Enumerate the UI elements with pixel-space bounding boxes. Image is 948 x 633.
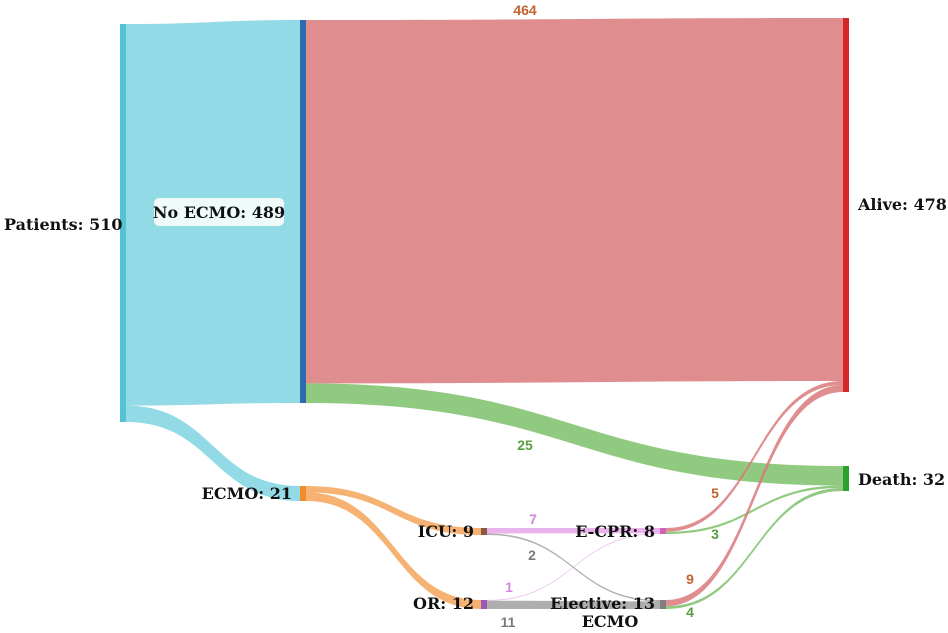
node-bar-icu: [481, 528, 487, 535]
node-label-or: OR: 12: [413, 594, 474, 613]
node-label-elective-line2: ECMO: [582, 612, 639, 631]
link-patients-ecmo: [126, 405, 300, 501]
link-label-ecpr-alive: 5: [711, 485, 719, 501]
link-or-elective: [487, 600, 660, 609]
link-no_ecmo-alive: [306, 18, 843, 384]
node-label-ecpr: E-CPR: 8: [575, 522, 655, 541]
link-label-no_ecmo-alive: 464: [513, 2, 537, 18]
node-label-bg-no_ecmo: [154, 198, 284, 226]
node-bar-or: [481, 600, 487, 609]
node-bar-no_ecmo: [300, 20, 306, 403]
node-bar-ecpr: [660, 528, 666, 534]
link-label-elective-death: 4: [686, 604, 694, 620]
link-label-or-elective: 11: [501, 614, 516, 630]
node-label-icu: ICU: 9: [418, 522, 474, 541]
link-label-icu-ecpr: 7: [529, 511, 537, 527]
link-label-no_ecmo-death: 25: [517, 437, 533, 453]
node-label-elective: Elective: 13: [550, 594, 655, 613]
nodes-layer: [120, 18, 849, 609]
link-ecmo-or: [306, 492, 481, 609]
node-label-death: Death: 32: [858, 470, 945, 489]
link-label-icu-elective: 2: [528, 547, 536, 563]
node-label-patients: Patients: 510: [4, 215, 123, 234]
link-no_ecmo-death: [306, 383, 843, 486]
node-label-no_ecmo: No ECMO: 489: [153, 203, 285, 222]
link-or-ecpr: [487, 533, 660, 601]
link-label-ecpr-death: 3: [711, 526, 719, 542]
node-bar-elective: [660, 600, 666, 609]
link-elective-death: [666, 487, 843, 609]
link-ecpr-death: [666, 485, 843, 534]
node-bar-alive: [843, 18, 849, 392]
link-ecpr-alive: [666, 381, 843, 532]
link-icu-elective: [487, 533, 660, 602]
link-ecmo-icu: [306, 486, 481, 535]
link-icu-ecpr: [487, 528, 660, 534]
node-bar-patients: [120, 24, 126, 422]
node-bar-ecmo: [300, 486, 306, 501]
link-label-or-ecpr: 1: [505, 579, 513, 595]
node-label-ecmo: ECMO: 21: [202, 484, 292, 503]
links-layer: [126, 18, 843, 609]
node-bar-death: [843, 466, 849, 491]
link-label-elective-alive: 9: [686, 571, 694, 587]
node-label-alive: Alive: 478: [857, 195, 947, 214]
link-elective-alive: [666, 384, 843, 607]
